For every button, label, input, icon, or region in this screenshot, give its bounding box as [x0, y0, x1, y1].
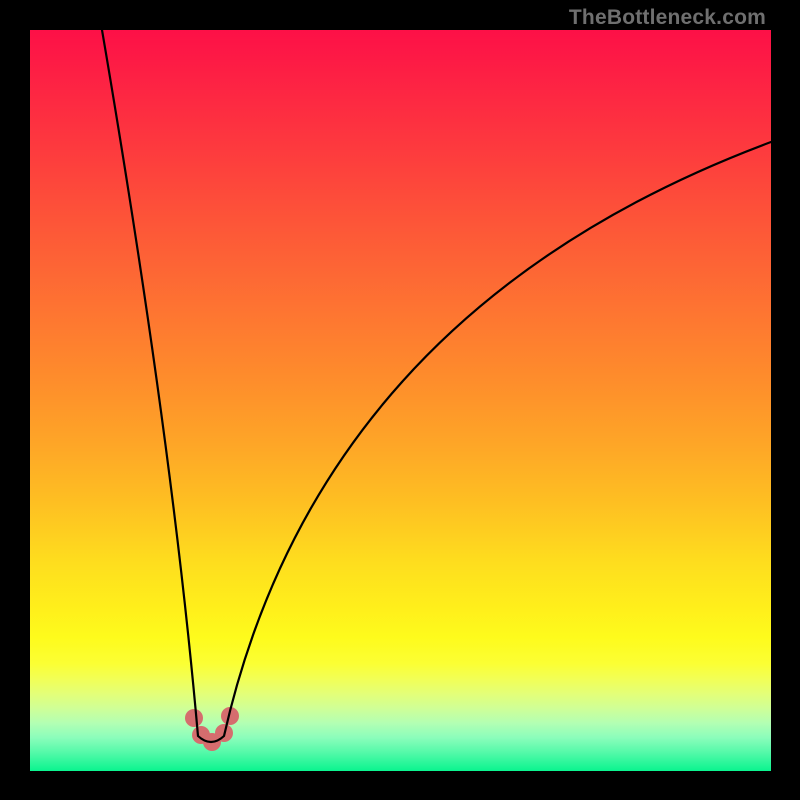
chart-frame — [30, 30, 771, 771]
curve-marker — [185, 709, 203, 727]
watermark: TheBottleneck.com — [569, 6, 766, 30]
bottleneck-curve — [30, 30, 771, 771]
